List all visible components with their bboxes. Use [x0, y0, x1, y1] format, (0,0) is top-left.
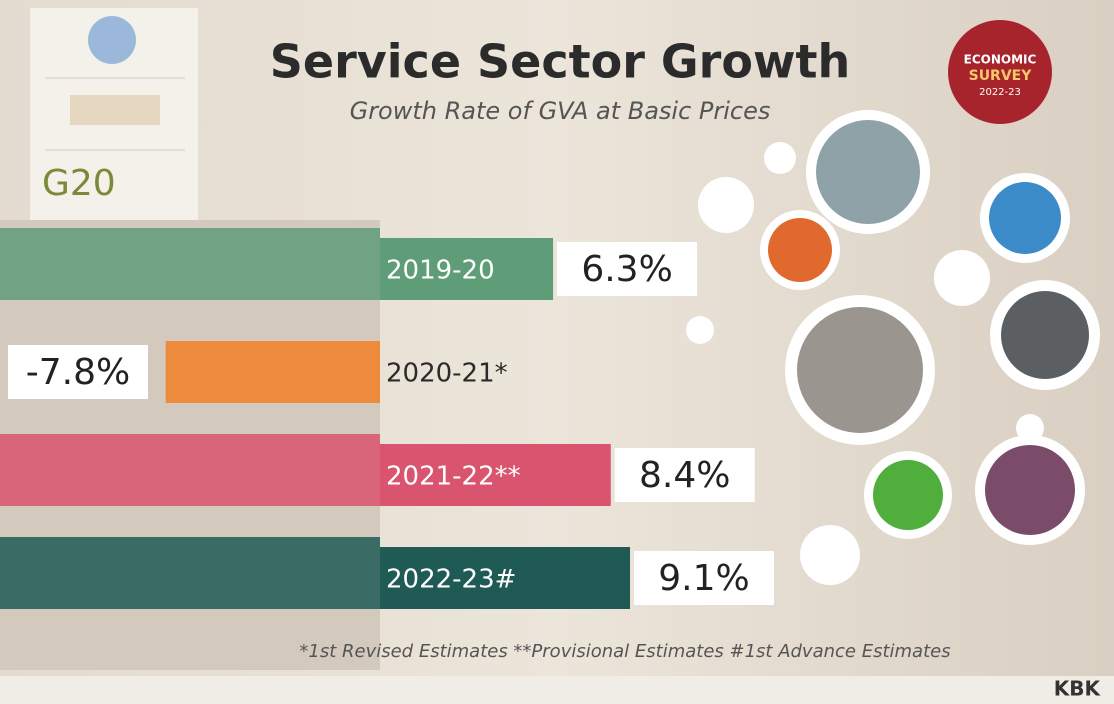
bar-tail: [0, 537, 380, 609]
credit: KBK: [1054, 677, 1102, 701]
badge-text: 2022-23: [979, 87, 1021, 98]
page: G20 Service Sector Growth Growth Rate of…: [0, 0, 1114, 704]
bar-tail: [0, 228, 380, 300]
value-label: -7.8%: [26, 352, 130, 393]
value-label: 8.4%: [639, 455, 730, 496]
badge-text: SURVEY: [969, 68, 1033, 84]
bar-tail: [0, 434, 380, 506]
azadi-logo: [70, 95, 160, 125]
category-label: 2019-20: [386, 256, 495, 286]
pib-logo: [88, 16, 136, 64]
chart-subtitle: Growth Rate of GVA at Basic Prices: [350, 97, 771, 125]
chart-title: Service Sector Growth: [270, 35, 850, 89]
value-label: 9.1%: [658, 558, 749, 599]
g20-logo: G20: [42, 163, 116, 204]
badge-text: ECONOMIC: [964, 53, 1037, 67]
bar: [166, 341, 380, 403]
category-label: 2021-22**: [386, 462, 521, 492]
social-strip: [0, 676, 1114, 704]
category-label: 2020-21*: [386, 359, 508, 389]
footnote: *1st Revised Estimates **Provisional Est…: [299, 641, 950, 662]
chart: G20 Service Sector Growth Growth Rate of…: [0, 0, 1114, 704]
category-label: 2022-23#: [386, 565, 516, 595]
value-label: 6.3%: [581, 249, 672, 290]
